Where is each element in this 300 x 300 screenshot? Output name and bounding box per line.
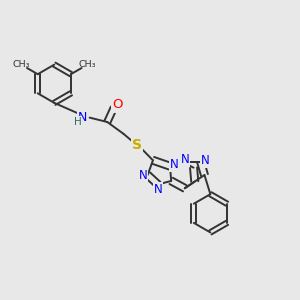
Text: N: N [78, 111, 88, 124]
Text: H: H [74, 117, 82, 127]
Text: N: N [154, 183, 163, 196]
Text: O: O [112, 98, 123, 111]
Text: CH₃: CH₃ [79, 60, 96, 69]
Text: S: S [132, 138, 142, 152]
Text: N: N [181, 153, 190, 166]
Text: N: N [170, 158, 179, 171]
Text: N: N [201, 154, 209, 167]
Text: CH₃: CH₃ [13, 60, 30, 69]
Text: N: N [139, 169, 148, 182]
